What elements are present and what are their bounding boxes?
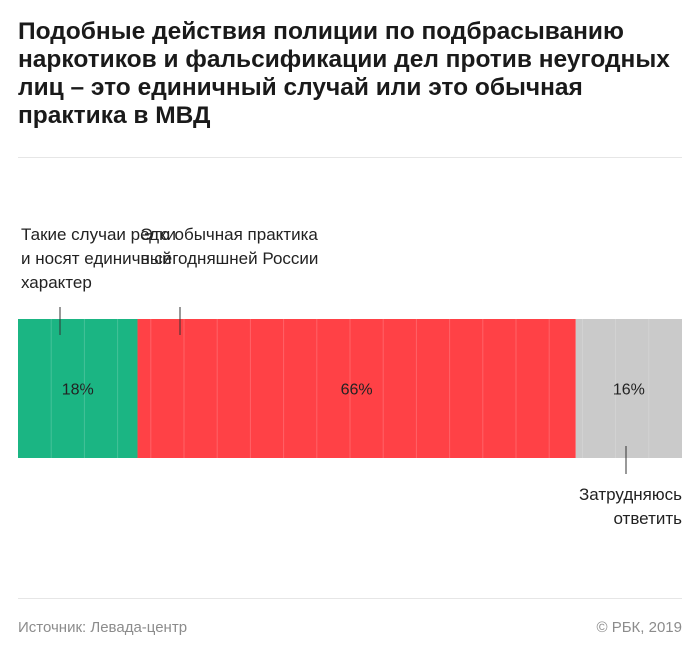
category-label-2: Затрудняюсь ответить (579, 485, 682, 528)
footer-divider (18, 598, 682, 599)
chart-title: Подобные действия полиции по подбрасыван… (18, 18, 670, 129)
value-label-0: 18% (62, 382, 94, 399)
bar-segment-2 (575, 319, 682, 458)
source-note: Источник: Левада-центр (18, 619, 188, 636)
category-label-0: Такие случаи редки и носят единичный харак… (21, 225, 176, 292)
copyright-note: © РБК, 2019 (596, 619, 682, 636)
bar-segment-0 (18, 319, 138, 458)
value-label-1: 66% (341, 382, 373, 399)
value-label-2: 16% (613, 382, 645, 399)
category-label-1: Это обычная практика в сегодняшней России (141, 225, 319, 268)
bar-segment-1 (137, 319, 576, 458)
title-divider (18, 157, 682, 158)
